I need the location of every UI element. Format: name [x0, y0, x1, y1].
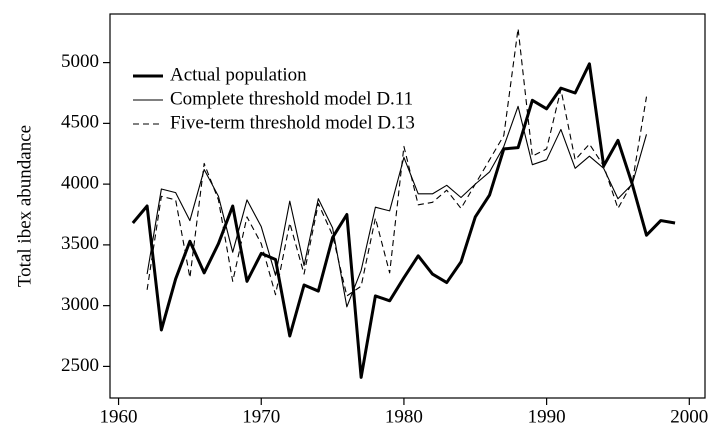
- plot-frame: [109, 13, 706, 399]
- x-tick-label: 1980: [385, 406, 423, 427]
- y-axis-label: Total ibex abundance: [14, 125, 35, 287]
- y-tick-label: 5000: [61, 51, 99, 72]
- series-line: [131, 62, 676, 379]
- legend-label: Actual population: [170, 64, 307, 85]
- y-tick-label: 3500: [61, 233, 99, 254]
- legend-label: Complete threshold model D.11: [170, 88, 413, 109]
- x-tick-label: 1960: [100, 406, 138, 427]
- series-line: [146, 105, 648, 308]
- y-tick-label: 4500: [61, 112, 99, 133]
- y-tick-label: 2500: [61, 355, 99, 376]
- series-line: [146, 28, 648, 297]
- y-tick-label: 4000: [61, 172, 99, 193]
- legend-label: Five-term threshold model D.13: [170, 112, 415, 133]
- x-tick-label: 1970: [242, 406, 280, 427]
- y-tick-label: 3000: [61, 294, 99, 315]
- x-tick-label: 1990: [528, 406, 566, 427]
- x-tick-label: 2000: [670, 406, 708, 427]
